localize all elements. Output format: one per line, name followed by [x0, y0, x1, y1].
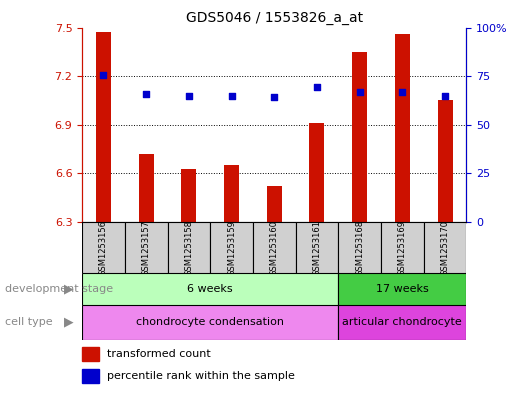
Text: percentile rank within the sample: percentile rank within the sample [107, 371, 295, 381]
Bar [167, 222, 210, 273]
Bar [352, 52, 367, 222]
Bar [338, 273, 466, 305]
Text: GSM1253158: GSM1253158 [184, 220, 193, 275]
Bar [82, 347, 100, 361]
Bar [338, 305, 466, 340]
Bar [210, 222, 253, 273]
Text: development stage: development stage [5, 284, 113, 294]
Text: transformed count: transformed count [107, 349, 211, 359]
Text: GSM1253161: GSM1253161 [313, 220, 322, 275]
Bar [82, 273, 338, 305]
Text: GSM1253170: GSM1253170 [440, 220, 449, 275]
Bar [253, 222, 296, 273]
Bar [82, 369, 100, 383]
Bar [381, 222, 423, 273]
Text: 17 weeks: 17 weeks [376, 284, 429, 294]
Bar [139, 154, 154, 222]
Point [270, 94, 279, 100]
Point [313, 84, 321, 91]
Text: GSM1253169: GSM1253169 [398, 220, 407, 275]
Text: cell type: cell type [5, 317, 53, 327]
Point [184, 92, 193, 99]
Bar [395, 34, 410, 222]
Point [441, 92, 449, 99]
Text: ▶: ▶ [64, 282, 74, 296]
Bar [438, 101, 453, 222]
Bar [82, 305, 338, 340]
Bar [267, 186, 282, 222]
Bar [82, 222, 125, 273]
Bar [338, 222, 381, 273]
Bar [96, 32, 111, 222]
Bar [181, 169, 196, 222]
Bar [310, 123, 324, 222]
Bar [296, 222, 338, 273]
Text: GSM1253160: GSM1253160 [270, 220, 279, 275]
Point [227, 92, 236, 99]
Bar [125, 222, 167, 273]
Point [142, 91, 151, 97]
Text: GSM1253157: GSM1253157 [142, 220, 151, 275]
Text: 6 weeks: 6 weeks [188, 284, 233, 294]
Text: GSM1253159: GSM1253159 [227, 220, 236, 275]
Text: articular chondrocyte: articular chondrocyte [342, 317, 462, 327]
Point [99, 72, 108, 78]
Bar [423, 222, 466, 273]
Point [398, 89, 407, 95]
Text: ▶: ▶ [64, 316, 74, 329]
Bar [224, 165, 239, 222]
Point [356, 89, 364, 95]
Text: GSM1253156: GSM1253156 [99, 220, 108, 275]
Title: GDS5046 / 1553826_a_at: GDS5046 / 1553826_a_at [186, 11, 363, 25]
Text: chondrocyte condensation: chondrocyte condensation [136, 317, 284, 327]
Text: GSM1253168: GSM1253168 [355, 220, 364, 275]
